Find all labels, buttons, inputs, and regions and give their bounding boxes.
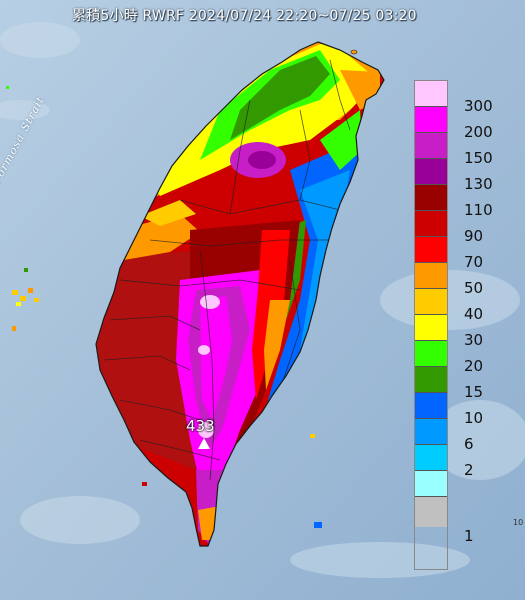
legend-swatch bbox=[415, 367, 447, 393]
legend-label: 1 bbox=[464, 527, 474, 545]
legend-swatch bbox=[415, 419, 447, 445]
max-value-marker-icon bbox=[198, 438, 210, 449]
legend-swatch bbox=[415, 393, 447, 419]
legend-label: 150 bbox=[464, 149, 493, 167]
legend-label: 40 bbox=[464, 305, 484, 323]
legend-swatch bbox=[415, 185, 447, 211]
legend-swatch bbox=[415, 237, 447, 263]
legend-label: 130 bbox=[464, 175, 493, 193]
legend-label: 15 bbox=[464, 383, 484, 401]
legend-label: 20 bbox=[464, 357, 484, 375]
sea-echoes bbox=[6, 86, 322, 528]
legend-swatch bbox=[415, 159, 447, 185]
legend-swatch bbox=[415, 211, 447, 237]
legend-label: 300 bbox=[464, 97, 493, 115]
legend-swatch bbox=[415, 133, 447, 159]
legend-swatch bbox=[415, 315, 447, 341]
legend-label: 90 bbox=[464, 227, 484, 245]
legend-label: 110 bbox=[464, 201, 493, 219]
legend-label: 50 bbox=[464, 279, 484, 297]
legend-label: 200 bbox=[464, 123, 493, 141]
legend-swatch bbox=[415, 341, 447, 367]
legend-swatch bbox=[415, 471, 447, 497]
legend-swatch bbox=[415, 445, 447, 471]
legend-label: 10 bbox=[464, 409, 484, 427]
legend-label: 2 bbox=[464, 461, 474, 479]
map-title: 累積5小時 RWRF 2024/07/24 22:20~07/25 03:20 bbox=[72, 8, 417, 24]
legend-label: 30 bbox=[464, 331, 484, 349]
legend-swatch bbox=[415, 81, 447, 107]
island-outline bbox=[95, 41, 385, 547]
legend-swatch bbox=[415, 263, 447, 289]
legend-label: 70 bbox=[464, 253, 484, 271]
corner-label: 10 bbox=[513, 518, 524, 527]
legend-swatch bbox=[415, 497, 447, 527]
legend-swatch bbox=[415, 107, 447, 133]
max-value-label: 433 bbox=[186, 417, 215, 435]
legend-swatch bbox=[415, 289, 447, 315]
guishan-island bbox=[350, 49, 358, 55]
color-legend bbox=[414, 80, 448, 570]
legend-label: 6 bbox=[464, 435, 474, 453]
